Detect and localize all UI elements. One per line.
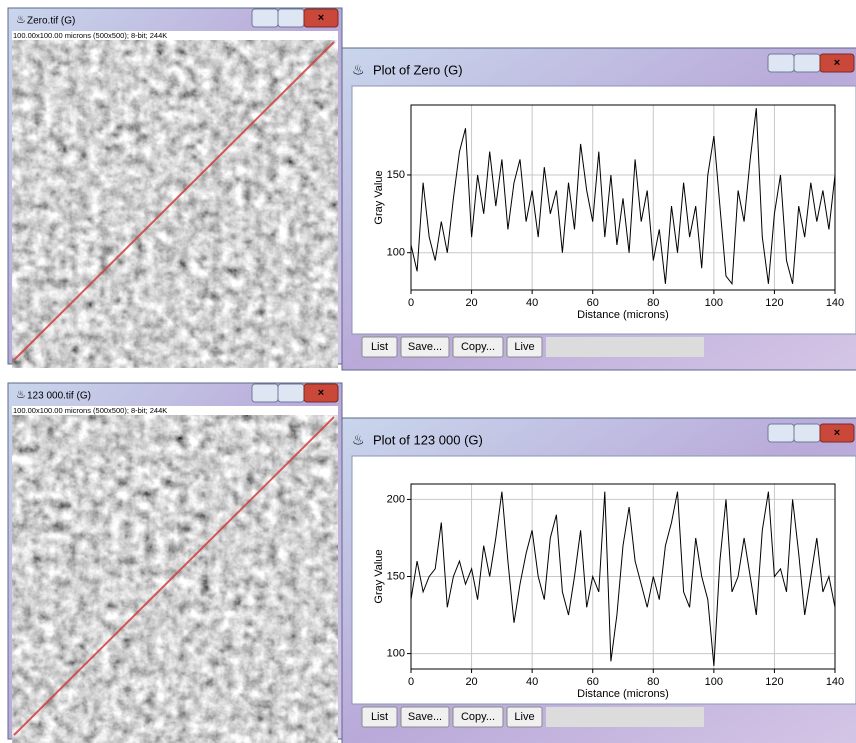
- profile-line[interactable]: [13, 416, 335, 736]
- x-tick-label: 40: [526, 676, 538, 688]
- info-bar: [12, 31, 338, 40]
- windows: ×♨ Zero.tif (G)100.00x100.00 microns (500…: [7, 7, 856, 743]
- close-icon: ×: [318, 12, 324, 24]
- maximize-button[interactable]: [277, 383, 305, 403]
- close-icon: ×: [834, 427, 840, 439]
- x-tick-label: 60: [587, 676, 599, 688]
- status-field: [546, 337, 704, 357]
- minimize-button[interactable]: [767, 423, 795, 443]
- x-tick-label: 0: [408, 297, 414, 309]
- x-tick-label: 120: [765, 676, 783, 688]
- close-button[interactable]: [303, 383, 339, 403]
- maximize-button[interactable]: [277, 8, 305, 28]
- maximize-button[interactable]: [793, 53, 821, 73]
- y-axis-label: Gray Value: [373, 549, 385, 603]
- window-title: Plot of Zero (G): [373, 62, 463, 77]
- button[interactable]: [452, 336, 504, 358]
- x-tick-label: 80: [647, 297, 659, 309]
- profile-line: [410, 491, 836, 666]
- maximize-button[interactable]: [793, 423, 821, 443]
- x-axis-label: Distance (microns): [577, 309, 669, 321]
- window-title: Plot of 123 000 (G): [373, 432, 483, 447]
- info-bar: [12, 406, 338, 415]
- close-icon: ×: [318, 387, 324, 399]
- window-title: 123 000.tif (G): [27, 391, 91, 402]
- y-tick-label: 100: [387, 647, 405, 659]
- minimize-button[interactable]: [251, 383, 279, 403]
- x-axis-label: Distance (microns): [577, 688, 669, 700]
- x-tick-label: 20: [465, 297, 477, 309]
- button-label: Save...: [408, 341, 442, 353]
- button[interactable]: [361, 706, 398, 728]
- y-tick-label: 150: [387, 570, 405, 582]
- button[interactable]: [452, 706, 504, 728]
- close-icon: ×: [834, 57, 840, 69]
- y-tick-label: 100: [387, 247, 405, 259]
- plot-panel: [351, 85, 856, 335]
- window-title: Zero.tif (G): [27, 16, 75, 27]
- button-label: Copy...: [461, 711, 495, 723]
- y-axis-label: Gray Value: [373, 170, 385, 224]
- plot-frame: [410, 104, 836, 291]
- window-icon: ♨: [352, 432, 365, 448]
- button-label: Save...: [408, 711, 442, 723]
- button[interactable]: [361, 336, 398, 358]
- x-tick-label: 80: [647, 676, 659, 688]
- profile-line[interactable]: [13, 41, 335, 361]
- sem-image: [12, 415, 338, 743]
- window-icon: ♨: [352, 62, 365, 78]
- button-label: List: [371, 341, 388, 353]
- button-label: Copy...: [461, 341, 495, 353]
- sem-image: [12, 40, 338, 368]
- x-tick-label: 0: [408, 676, 414, 688]
- x-tick-label: 120: [765, 297, 783, 309]
- y-tick-label: 150: [387, 169, 405, 181]
- close-button[interactable]: [303, 8, 339, 28]
- status-field: [546, 707, 704, 727]
- button-label: Live: [514, 341, 534, 353]
- y-tick-label: 200: [387, 493, 405, 505]
- x-tick-label: 20: [465, 676, 477, 688]
- x-tick-label: 100: [705, 676, 723, 688]
- profile-line: [410, 108, 836, 286]
- minimize-button[interactable]: [767, 53, 795, 73]
- plot-frame: [410, 483, 836, 670]
- button[interactable]: [400, 706, 450, 728]
- button[interactable]: [506, 706, 543, 728]
- x-tick-label: 60: [587, 297, 599, 309]
- button[interactable]: [506, 336, 543, 358]
- x-tick-label: 140: [826, 676, 844, 688]
- x-tick-label: 40: [526, 297, 538, 309]
- window-icon: ♨: [16, 14, 26, 26]
- button-label: List: [371, 711, 388, 723]
- close-button[interactable]: [819, 423, 855, 443]
- x-tick-label: 100: [705, 297, 723, 309]
- minimize-button[interactable]: [251, 8, 279, 28]
- button[interactable]: [400, 336, 450, 358]
- button-label: Live: [514, 711, 534, 723]
- x-tick-label: 140: [826, 297, 844, 309]
- window-icon: ♨: [16, 389, 26, 401]
- close-button[interactable]: [819, 53, 855, 73]
- image-info: 100.00x100.00 microns (500x500); 8-bit; …: [13, 406, 167, 415]
- image-info: 100.00x100.00 microns (500x500); 8-bit; …: [13, 31, 167, 40]
